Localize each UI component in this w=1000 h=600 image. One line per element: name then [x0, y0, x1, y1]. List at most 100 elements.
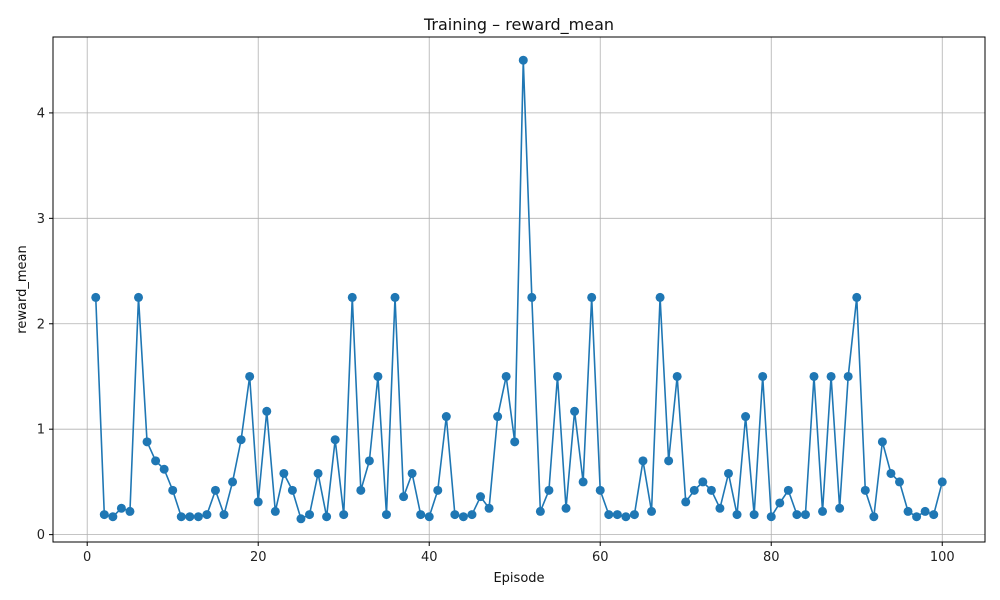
data-point [706, 485, 716, 495]
data-point [860, 485, 870, 495]
data-point [501, 371, 511, 381]
data-point [689, 485, 699, 495]
data-point [535, 506, 545, 516]
data-point [134, 292, 144, 302]
data-point [852, 292, 862, 302]
data-point [296, 514, 306, 524]
y-axis-label: reward_mean [15, 245, 30, 333]
y-tick-label: 4 [37, 106, 45, 121]
data-point [544, 485, 554, 495]
data-point [920, 506, 930, 516]
data-point [638, 456, 648, 466]
data-point [116, 503, 126, 513]
data-point [219, 510, 229, 520]
data-point [381, 510, 391, 520]
data-point [843, 371, 853, 381]
data-point [886, 468, 896, 478]
data-point [578, 477, 588, 487]
data-point [527, 292, 537, 302]
data-point [758, 371, 768, 381]
x-tick-label: 60 [592, 550, 609, 565]
data-point [647, 506, 657, 516]
data-point [903, 506, 913, 516]
data-point [279, 468, 289, 478]
data-point [390, 292, 400, 302]
x-tick-label: 0 [83, 550, 91, 565]
data-point [305, 510, 315, 520]
data-point [681, 497, 691, 507]
data-point [91, 292, 101, 302]
data-point [749, 510, 759, 520]
data-point [518, 55, 528, 65]
data-point [894, 477, 904, 487]
x-tick-label: 40 [421, 550, 438, 565]
chart-title: Training – reward_mean [423, 15, 614, 35]
data-point [510, 437, 520, 447]
data-point [330, 435, 340, 445]
data-point [424, 512, 434, 522]
data-point [723, 468, 733, 478]
x-tick-label: 20 [250, 550, 267, 565]
data-point [125, 506, 135, 516]
data-point [151, 456, 161, 466]
data-point [604, 510, 614, 520]
data-point [869, 512, 879, 522]
x-tick-label: 80 [763, 550, 780, 565]
axis-ticks: 0 20 40 60 80 100 0 1 2 3 4 [37, 106, 955, 565]
data-point [313, 468, 323, 478]
data-point [399, 492, 409, 502]
data-point [228, 477, 238, 487]
data-point [270, 506, 280, 516]
data-point [262, 406, 272, 416]
data-point [877, 437, 887, 447]
data-point [775, 498, 785, 508]
data-point [561, 503, 571, 513]
data-point [433, 485, 443, 495]
x-axis-label: Episode [493, 571, 544, 586]
data-point [792, 510, 802, 520]
data-point [826, 371, 836, 381]
plot-area-frame [52, 36, 986, 543]
x-tick-label: 100 [930, 550, 955, 565]
data-point [185, 512, 195, 522]
y-tick-label: 0 [37, 528, 45, 543]
data-point [664, 456, 674, 466]
data-point [698, 477, 708, 487]
data-point [356, 485, 366, 495]
data-point [937, 477, 947, 487]
data-point [347, 292, 357, 302]
data-point [159, 464, 169, 474]
data-point [741, 412, 751, 422]
data-point [783, 485, 793, 495]
data-point [407, 468, 417, 478]
data-point [450, 510, 460, 520]
data-point [193, 512, 203, 522]
data-point [458, 512, 468, 522]
data-point [142, 437, 152, 447]
data-point [800, 510, 810, 520]
y-tick-label: 1 [37, 423, 45, 438]
data-point [818, 506, 828, 516]
data-point [595, 485, 605, 495]
data-point [416, 510, 426, 520]
data-point [467, 510, 477, 520]
grid-lines [53, 37, 985, 542]
data-point [339, 510, 349, 520]
data-point [929, 510, 939, 520]
data-point [809, 371, 819, 381]
y-tick-label: 2 [37, 317, 45, 332]
data-point [766, 512, 776, 522]
data-point [168, 485, 178, 495]
data-point [629, 510, 639, 520]
data-point [570, 406, 580, 416]
data-point [245, 371, 255, 381]
data-point [176, 512, 186, 522]
y-tick-label: 3 [37, 212, 45, 227]
data-point [108, 512, 118, 522]
data-point [236, 435, 246, 445]
data-point [210, 485, 220, 495]
data-point [912, 512, 922, 522]
series-line-reward-mean [91, 55, 947, 524]
